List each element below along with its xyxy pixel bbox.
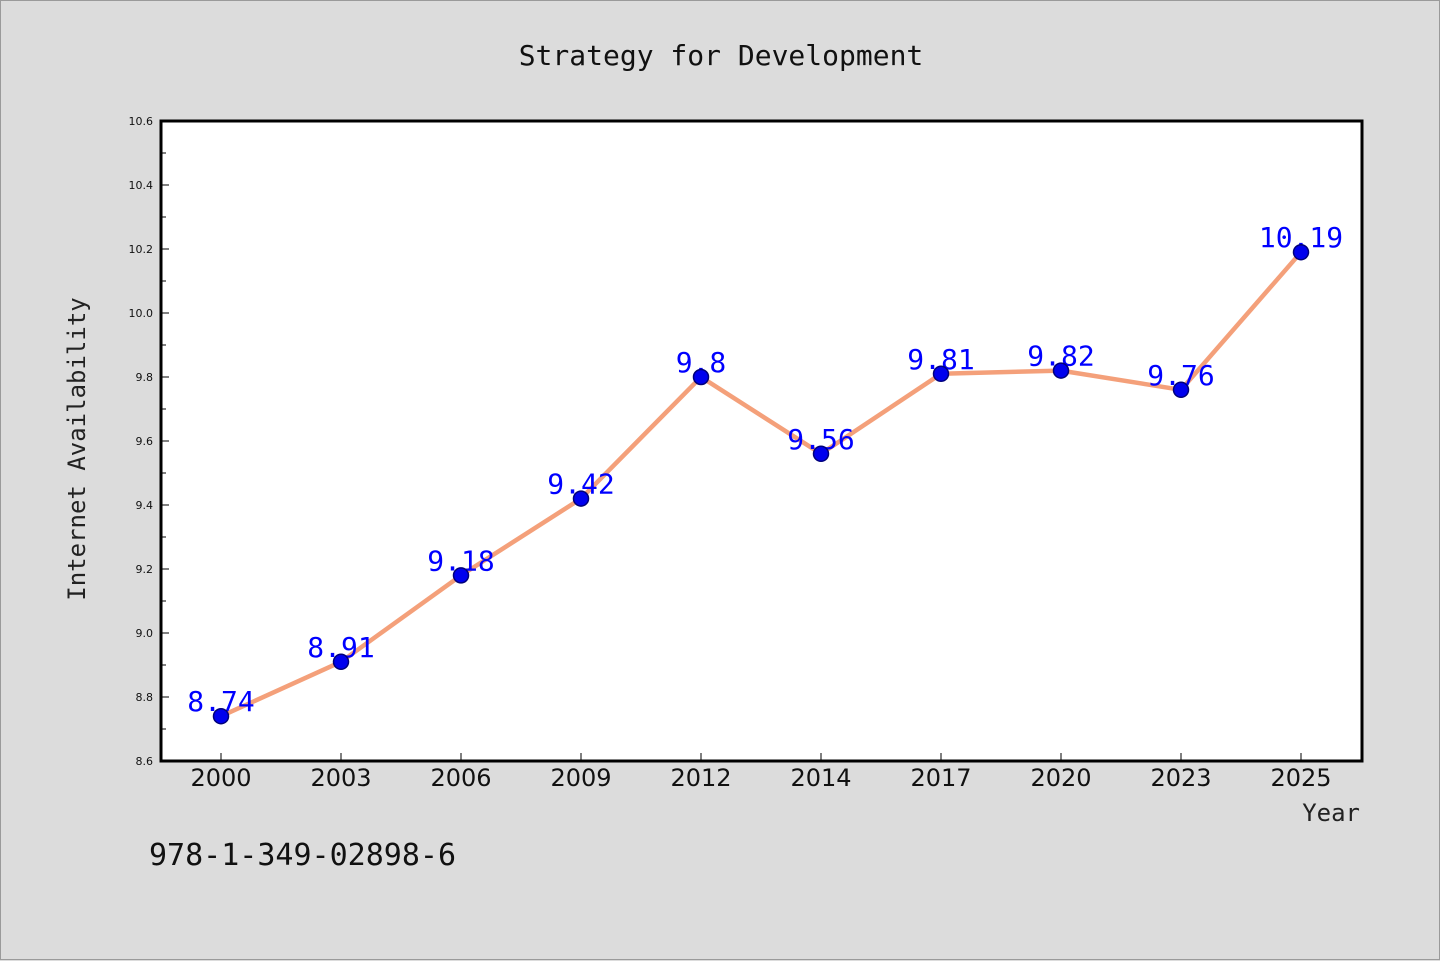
y-axis: 8.6 8.8 9.0 9.2 9.4 9.6 9.8 10.0 10.2 10.4 10.6	[129, 115, 169, 768]
x-tick-label: 2014	[790, 764, 851, 792]
x-axis-label: Year	[1302, 799, 1360, 827]
data-point	[1172, 381, 1190, 399]
x-tick-label: 2000	[190, 764, 251, 792]
y-tick-label: 9.6	[136, 435, 154, 448]
x-tick-label: 2003	[310, 764, 371, 792]
chart-title: Strategy for Development	[519, 39, 924, 72]
data-point	[932, 365, 950, 383]
data-point	[812, 445, 830, 463]
y-tick-label: 10.0	[129, 307, 154, 320]
x-tick-label: 2020	[1030, 764, 1091, 792]
x-tick-label: 2009	[550, 764, 611, 792]
y-tick-label: 9.8	[136, 371, 154, 384]
y-axis-label: Internet Availability	[63, 297, 91, 600]
x-tick-label: 2023	[1150, 764, 1211, 792]
data-point	[212, 707, 230, 725]
isbn-text: 978-1-349-02898-6	[149, 838, 456, 873]
series-markers	[212, 243, 1310, 725]
y-tick-label: 9.2	[136, 563, 154, 576]
series-line	[220, 250, 1303, 719]
y-tick-label: 10.6	[129, 115, 154, 128]
data-point	[452, 567, 470, 584]
x-axis: 2000 2003 2006 2009 2012 2014 2017 2020 2023 2025	[190, 753, 1332, 792]
x-tick-label: 2012	[670, 764, 731, 792]
x-tick-label: 2025	[1270, 764, 1331, 792]
y-tick-label: 10.4	[129, 179, 154, 192]
data-point	[1292, 243, 1310, 261]
x-tick-label: 2006	[430, 764, 491, 792]
y-tick-label: 9.4	[136, 499, 154, 512]
y-tick-label: 8.8	[136, 691, 154, 704]
x-tick-label: 2017	[910, 764, 971, 792]
data-point	[1052, 362, 1070, 379]
y-tick-label: 9.0	[136, 627, 154, 640]
data-point	[692, 368, 710, 386]
data-point	[572, 490, 590, 507]
y-tick-label: 8.6	[136, 755, 154, 768]
plot-area	[159, 119, 1364, 763]
y-tick-label: 10.2	[129, 243, 154, 256]
data-point	[332, 653, 350, 671]
